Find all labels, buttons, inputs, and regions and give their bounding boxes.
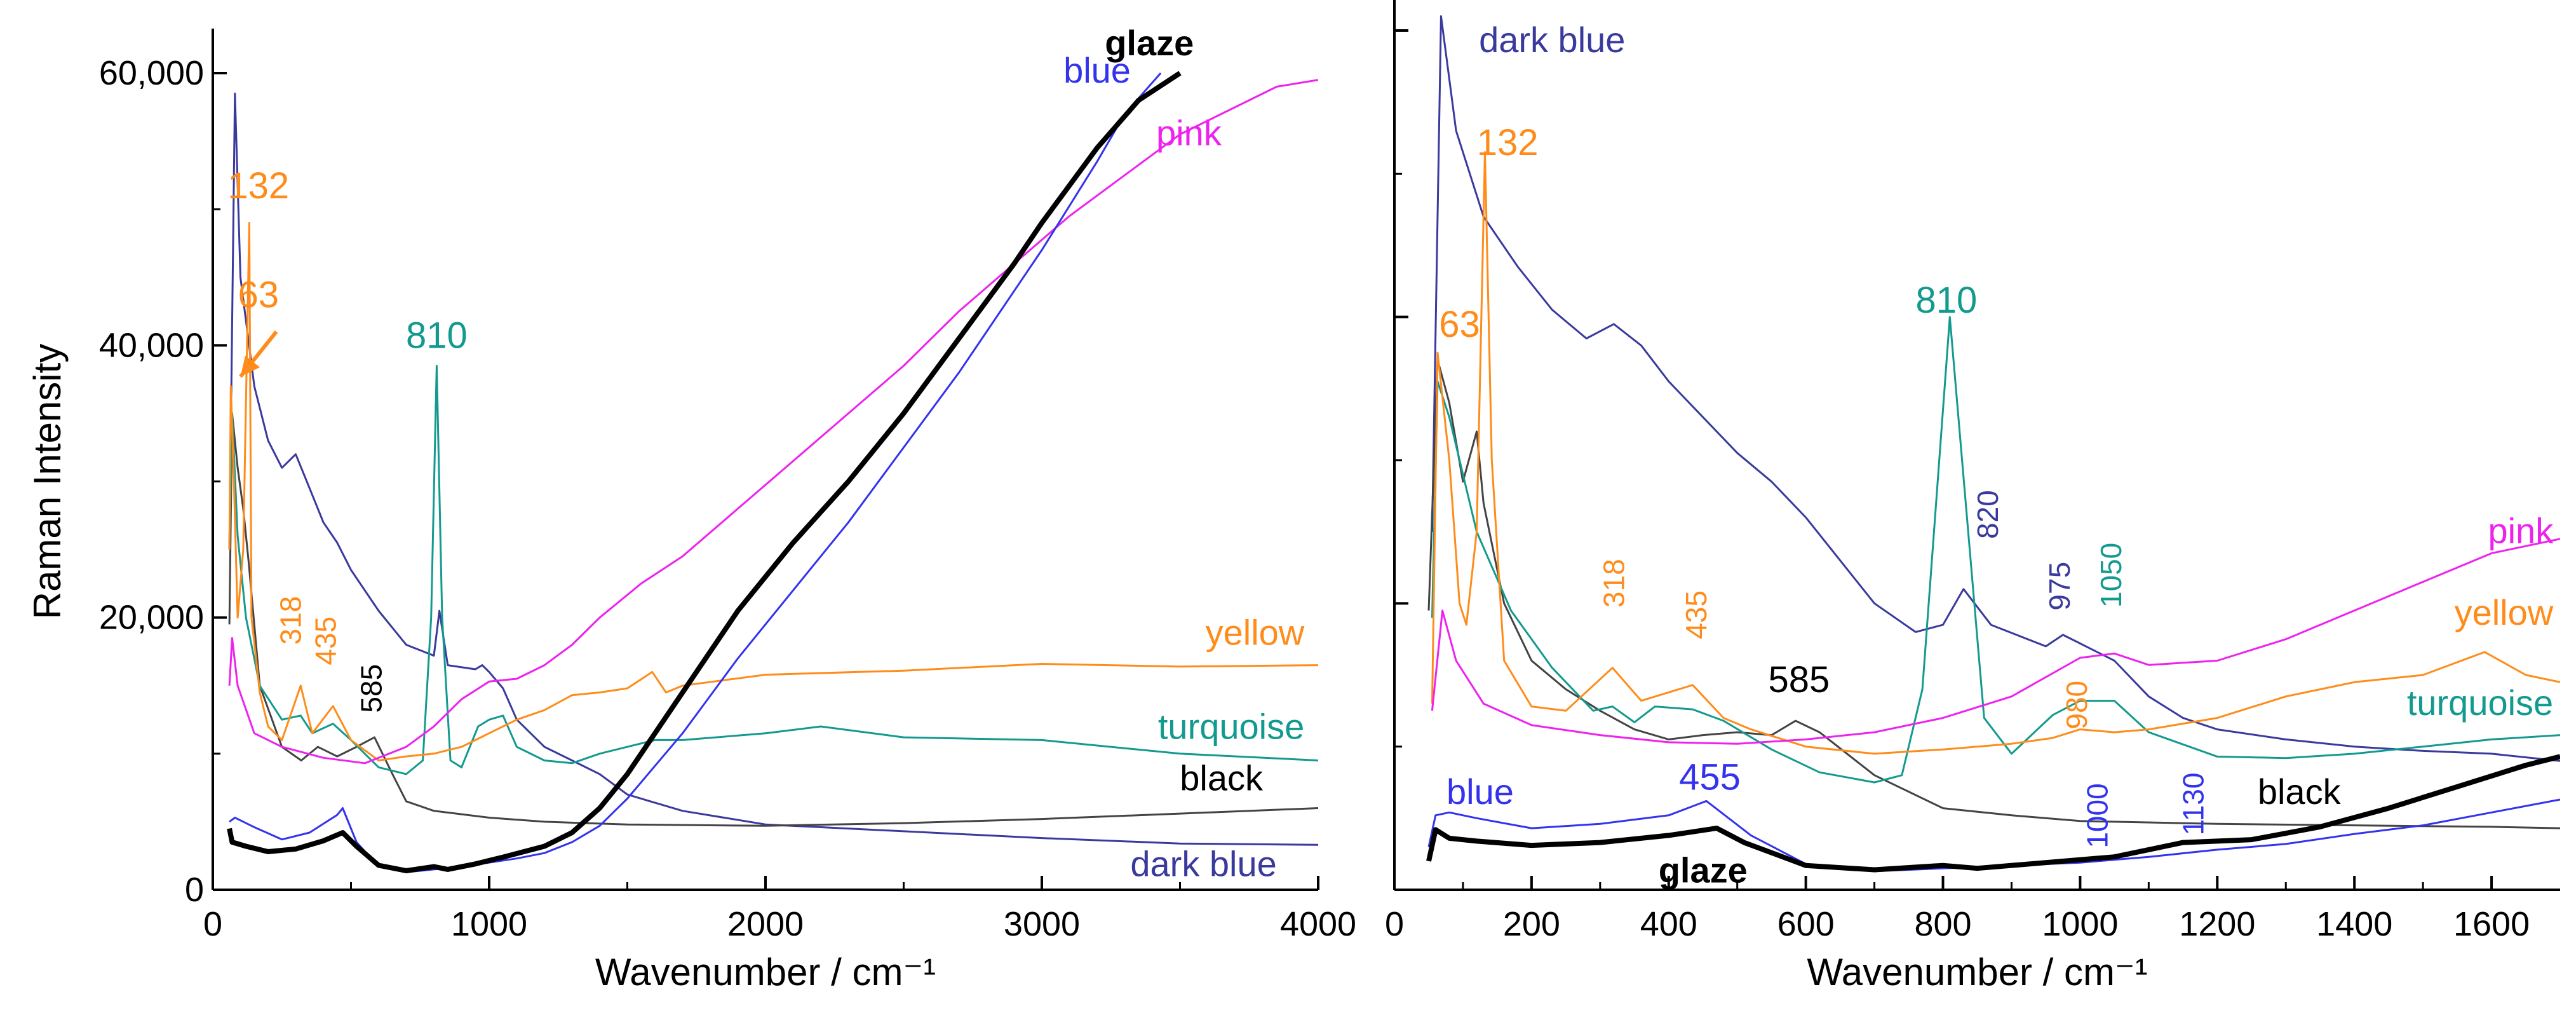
series-line-turquoise <box>228 365 1318 775</box>
x-tick-label: 1600 <box>2453 905 2530 943</box>
series-label-blue: blue <box>1063 50 1131 90</box>
y-tick-label: 0 <box>185 871 204 909</box>
series-label-yellow: yellow <box>2455 592 2554 632</box>
peak-label-63: 63 <box>1439 304 1480 345</box>
x-axis-title: Wavenumber / cm⁻¹ <box>1807 951 2147 993</box>
series-label-black: black <box>1180 758 1264 798</box>
series-line-glaze <box>227 71 1182 873</box>
x-axis-title: Wavenumber / cm⁻¹ <box>595 951 936 993</box>
axes: 0 1000 2000 3000 4000 0 20,000 40,000 60,000 Wave… <box>26 29 1356 993</box>
peak-label-810: 810 <box>1916 280 1978 321</box>
series-line-blue <box>229 72 1162 873</box>
series-line-pink <box>228 79 1318 765</box>
series-label-blue: blue <box>1446 772 1514 812</box>
series-label-glaze: glaze <box>1105 23 1194 63</box>
right-chart-panel: 0 200 400 600 800 1000 1200 1400 1600 Wavenumber … <box>1385 0 2560 993</box>
x-tick-label: 400 <box>1640 905 1697 943</box>
x-tick-label: 0 <box>1385 905 1404 943</box>
x-tick-label: 1000 <box>2042 905 2118 943</box>
y-tick-label: 20,000 <box>99 599 204 637</box>
peak-label-63: 63 <box>238 274 280 315</box>
x-tick-label: 600 <box>1777 905 1835 943</box>
series-label-turquoise: turquoise <box>2407 683 2553 723</box>
peak-label-318: 318 <box>274 596 307 645</box>
series-line-dark-blue <box>228 92 1318 846</box>
series-line-yellow <box>1431 151 2560 755</box>
y-axis-title: Raman Intensity <box>26 344 69 620</box>
x-tick-label: 1000 <box>451 905 527 943</box>
peak-label-1050: 1050 <box>2094 543 2128 608</box>
peak-label-1130: 1130 <box>2177 772 2210 835</box>
series-label-dark-blue: dark blue <box>1479 20 1625 60</box>
annotation-arrowhead <box>240 355 260 377</box>
series-line-turquoise <box>1431 316 2560 784</box>
x-tick-label: 3000 <box>1004 905 1080 943</box>
x-tick-label: 800 <box>1914 905 1971 943</box>
x-tick-label: 2000 <box>727 905 804 943</box>
peak-label-975: 975 <box>2043 562 2076 611</box>
series-group <box>1426 15 2560 873</box>
series-label-yellow: yellow <box>1206 613 1305 653</box>
series-line-glaze <box>1426 754 2560 873</box>
peak-label-435: 435 <box>1680 590 1713 639</box>
peak-label-810: 810 <box>406 315 468 357</box>
series-label-black: black <box>2258 772 2342 812</box>
peak-label-455: 455 <box>1679 756 1741 798</box>
series-label-pink: pink <box>2488 511 2554 551</box>
x-tick-label: 0 <box>203 905 222 943</box>
series-line-yellow <box>228 222 1318 761</box>
series-line-dark-blue <box>1431 15 2560 762</box>
x-tick-label: 200 <box>1503 905 1560 943</box>
y-tick-label: 40,000 <box>99 326 204 364</box>
x-tick-label: 1400 <box>2316 905 2392 943</box>
series-label-pink: pink <box>1156 113 1222 153</box>
series-group <box>227 71 1318 873</box>
peak-label-132: 132 <box>227 165 289 207</box>
series-line-pink <box>1431 538 2560 745</box>
peak-label-820: 820 <box>1971 490 2004 539</box>
series-label-glaze: glaze <box>1659 850 1748 890</box>
peak-label-435: 435 <box>309 617 342 665</box>
axes: 0 200 400 600 800 1000 1200 1400 1600 Wavenumber … <box>1385 0 2560 993</box>
series-line-black <box>228 412 1318 827</box>
x-tick-label: 1200 <box>2179 905 2255 943</box>
series-label-turquoise: turquoise <box>1158 706 1304 746</box>
series-line-black <box>1427 358 2560 829</box>
peak-label-980: 980 <box>2060 681 2093 730</box>
peak-label-1000: 1000 <box>2081 783 2114 848</box>
series-label-dark-blue: dark blue <box>1130 844 1276 884</box>
peak-label-132: 132 <box>1477 122 1539 163</box>
left-chart-panel: 0 1000 2000 3000 4000 0 20,000 40,000 60,000 Wave… <box>26 23 1356 993</box>
peak-label-585: 585 <box>1768 659 1830 700</box>
y-tick-label: 60,000 <box>99 54 204 92</box>
peak-label-585: 585 <box>354 664 388 713</box>
peak-label-318: 318 <box>1598 559 1631 608</box>
x-tick-label: 4000 <box>1280 905 1356 943</box>
